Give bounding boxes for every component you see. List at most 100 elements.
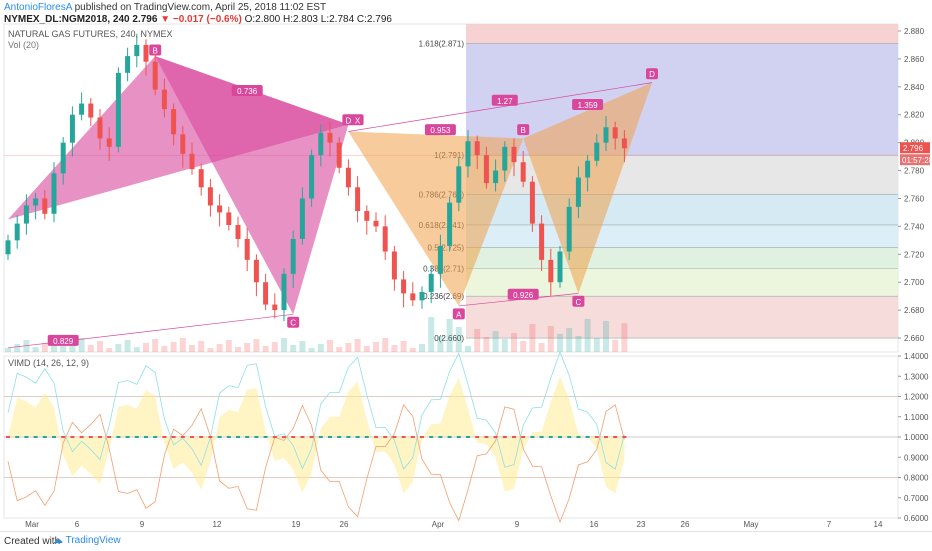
vimd-tick-label: 1.2000 xyxy=(904,393,929,402)
candle-body xyxy=(456,166,462,203)
candle-body xyxy=(180,134,186,154)
vimd-histogram-dot xyxy=(116,436,121,438)
volume-bar xyxy=(345,343,352,352)
candle-body xyxy=(189,153,195,170)
publish-header: AntonioFloresA published on TradingView.… xyxy=(4,2,326,14)
volume-bar xyxy=(115,344,122,352)
volume-bar xyxy=(409,348,416,352)
volume-bar xyxy=(520,341,527,352)
ratio-label: 0.953 xyxy=(430,126,451,135)
candle-body xyxy=(263,282,269,305)
vimd-histogram-dot xyxy=(466,436,470,438)
volume-bar xyxy=(474,329,481,352)
volume-bar xyxy=(308,348,315,352)
candle-body xyxy=(198,169,204,188)
volume-bar xyxy=(391,345,398,352)
volume-bar xyxy=(198,341,205,352)
vimd-histogram-dot xyxy=(291,436,296,438)
series-legend[interactable]: NATURAL GAS FUTURES, 240, NYMEX xyxy=(8,29,173,39)
vimd-histogram-dot xyxy=(153,436,158,438)
volume-bar xyxy=(354,339,361,352)
vimd-histogram-dot xyxy=(475,436,480,438)
last-price-badge xyxy=(900,142,930,154)
time-tick-label: Mar xyxy=(25,520,39,529)
vimd-tick-label: 1.4000 xyxy=(904,352,929,361)
vimd-histogram-dot xyxy=(282,436,286,438)
vimd-histogram-dot xyxy=(447,436,452,438)
candle-body xyxy=(281,273,287,311)
candle-body xyxy=(143,44,149,62)
candle-body xyxy=(364,211,370,221)
volume-bar xyxy=(97,341,103,352)
vimd-histogram-dot xyxy=(300,436,305,438)
countdown-badge xyxy=(900,154,930,166)
candle-body xyxy=(60,142,66,174)
time-tick-label: Apr xyxy=(432,520,445,529)
trading-chart[interactable]: 1.618(2.871)1(2.791)0.786(2.763)0.618(2.… xyxy=(0,0,932,531)
candle-body xyxy=(309,155,315,199)
volume-bar xyxy=(106,348,113,352)
volume-bar xyxy=(603,321,609,352)
vimd-histogram-dot xyxy=(162,436,167,438)
volume-bar xyxy=(299,341,306,352)
footer: Created with ☁ TradingView xyxy=(0,531,932,551)
candle-body xyxy=(401,279,407,294)
vimd-histogram-dot xyxy=(272,436,277,438)
time-tick-label: 26 xyxy=(340,520,349,529)
fib-level-label: 0(2.660) xyxy=(434,334,464,343)
price-tick-label: 2.780 xyxy=(904,167,925,176)
author-link[interactable]: AntonioFloresA xyxy=(4,2,72,13)
candle-body xyxy=(621,138,627,149)
time-tick-label: May xyxy=(743,520,758,529)
ratio-label-tag xyxy=(572,98,604,110)
vimd-histogram-dot xyxy=(318,436,323,438)
time-tick-label: 23 xyxy=(637,520,646,529)
candle-body xyxy=(483,155,489,184)
candle-body xyxy=(106,138,112,147)
ratio-label: 0.926 xyxy=(513,291,534,300)
ratio-label: 1.359 xyxy=(578,101,599,110)
price-tick-label: 2.760 xyxy=(904,194,925,203)
vimd-legend[interactable]: VIMD (14, 26, 12, 9) xyxy=(8,358,90,368)
volume-bar xyxy=(235,347,241,352)
candle-body xyxy=(373,220,379,227)
volume-bar xyxy=(437,336,444,352)
candle-body xyxy=(318,132,324,156)
price-tick-label: 2.860 xyxy=(904,55,925,64)
vimd-tick-label: 0.7000 xyxy=(904,494,929,503)
volume-legend[interactable]: Vol (20) xyxy=(8,40,40,50)
volume-bar xyxy=(511,333,517,352)
countdown-badge-text: 01:57:28 xyxy=(902,156,932,165)
volume-bar xyxy=(465,346,471,352)
tradingview-logo[interactable]: ☁ TradingView xyxy=(53,535,121,546)
point-label: X xyxy=(355,116,361,125)
candle-body xyxy=(327,132,333,143)
time-tick-label: 12 xyxy=(213,520,222,529)
publish-info: published on TradingView.com, April 25, … xyxy=(71,2,327,13)
point-label: A xyxy=(456,310,462,319)
volume-bar xyxy=(14,344,21,352)
volume-bar xyxy=(428,317,435,352)
ratio-label-tag xyxy=(424,124,456,136)
candle-body xyxy=(566,206,572,252)
fib-zone-top xyxy=(466,24,898,44)
volume-bar xyxy=(32,347,39,352)
vimd-histogram-dot xyxy=(622,436,627,438)
candle-body xyxy=(33,198,39,206)
vimd-histogram-dot xyxy=(364,436,369,438)
time-tick-label: 19 xyxy=(292,520,301,529)
volume-bar xyxy=(584,319,591,352)
candle-body xyxy=(594,142,600,161)
candle-body xyxy=(428,273,434,292)
vimd-upper-line xyxy=(7,350,625,471)
volume-bar xyxy=(501,339,508,352)
volume-bar xyxy=(557,334,563,352)
candle-body xyxy=(419,291,425,301)
vimd-histogram-dot xyxy=(613,436,618,438)
axes: 2.8802.8602.8402.8202.8002.7802.7602.740… xyxy=(25,27,932,529)
time-tick-label: 9 xyxy=(515,520,520,529)
vimd-histogram-dot xyxy=(88,436,93,438)
pattern-2-trendline xyxy=(348,82,653,132)
vimd-indicator xyxy=(4,350,898,524)
candle-body xyxy=(465,141,471,167)
